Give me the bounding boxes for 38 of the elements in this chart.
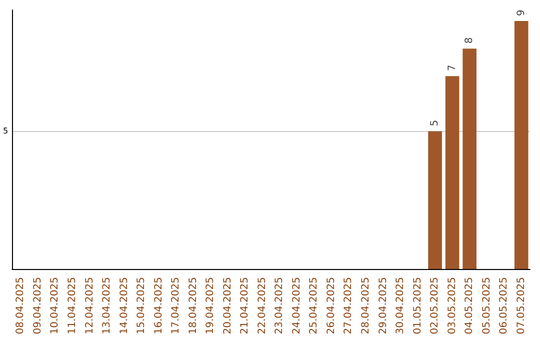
x-tick-label: 24.04.2025 [291, 277, 302, 334]
x-tick-label: 28.04.2025 [360, 277, 372, 334]
x-tick-label: 19.04.2025 [205, 277, 216, 334]
x-tick-label: 05.05.2025 [481, 277, 492, 334]
x-tick-label: 21.04.2025 [240, 277, 251, 334]
x-tick-label: 15.04.2025 [136, 277, 148, 334]
x-tick-label: 11.04.2025 [67, 277, 78, 334]
x-tick-label: 13.04.2025 [102, 277, 113, 334]
x-tick-label: 06.05.2025 [498, 277, 510, 334]
x-tick-label: 14.04.2025 [118, 277, 130, 334]
x-tick-label: 12.04.2025 [84, 277, 96, 334]
x-tick-label: 02.05.2025 [430, 277, 441, 334]
x-tick-label: 04.05.2025 [464, 277, 476, 334]
x-tick-label: 23.04.2025 [274, 277, 286, 334]
x-tick-label: 27.04.2025 [343, 277, 354, 334]
x-tick-label: 03.05.2025 [446, 277, 458, 334]
x-tick-label: 08.04.2025 [15, 277, 26, 334]
x-tick-label: 26.04.2025 [326, 277, 337, 334]
data-label: 8 [464, 37, 476, 44]
bar [445, 76, 460, 269]
x-tick-label: 20.04.2025 [222, 277, 234, 334]
x-tick-label: 10.04.2025 [50, 277, 61, 334]
x-tick-label: 16.04.2025 [153, 277, 164, 334]
bar [514, 21, 528, 269]
data-label: 9 [516, 10, 527, 16]
data-label: 7 [446, 64, 458, 72]
x-tick-label: 01.05.2025 [412, 277, 424, 334]
x-tick-label: 07.05.2025 [516, 277, 527, 334]
bar [462, 48, 476, 269]
x-tick-label: 30.04.2025 [395, 277, 406, 334]
x-tick-label: 25.04.2025 [308, 277, 320, 334]
x-tick-label: 22.04.2025 [256, 277, 268, 334]
bar [428, 131, 442, 269]
x-tick-label: 18.04.2025 [188, 277, 199, 334]
data-label: 5 [430, 120, 441, 126]
x-tick-label: 29.04.2025 [378, 277, 389, 334]
x-tick-label: 17.04.2025 [170, 277, 182, 334]
x-tick-label: 09.04.2025 [32, 277, 44, 334]
